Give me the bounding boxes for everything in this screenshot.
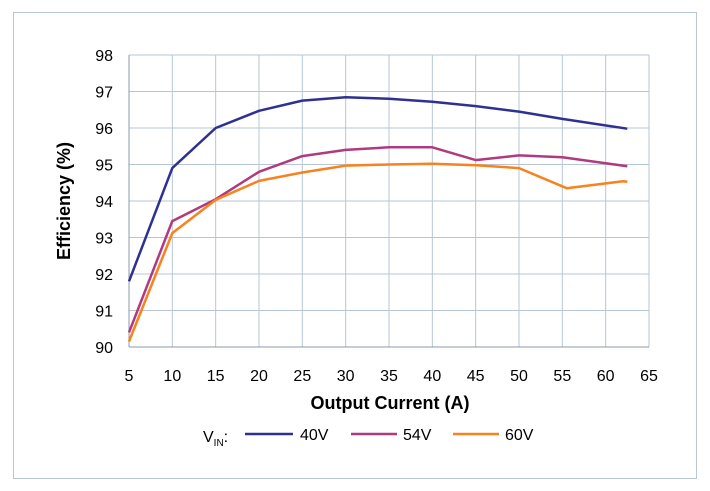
- x-tick-label: 40: [423, 368, 441, 385]
- x-tick-label: 10: [163, 368, 181, 385]
- x-tick-label: 55: [553, 368, 571, 385]
- x-tick-label: 50: [510, 368, 528, 385]
- x-tick-label: 45: [467, 368, 485, 385]
- series-line-40v: [127, 96, 628, 282]
- legend-label-54v: 54V: [403, 427, 432, 444]
- x-tick-label: 5: [125, 368, 134, 385]
- y-tick-label: 93: [95, 231, 113, 248]
- series-line-60v: [127, 162, 628, 342]
- y-tick-label: 95: [95, 158, 113, 175]
- legend-label-60v: 60V: [505, 427, 534, 444]
- x-tick-label: 30: [337, 368, 355, 385]
- y-tick-label: 90: [95, 340, 113, 357]
- x-tick-label: 25: [293, 368, 311, 385]
- y-tick-label: 94: [95, 194, 113, 211]
- chart-frame: [13, 12, 697, 479]
- x-tick-label: 20: [250, 368, 268, 385]
- y-tick-label: 98: [95, 48, 113, 65]
- y-tick-label: 97: [95, 85, 113, 102]
- y-tick-labels: 90 91 92 93 94 95 96 97 98: [95, 48, 113, 357]
- y-tick-label: 92: [95, 267, 113, 284]
- x-tick-label: 60: [597, 368, 615, 385]
- y-axis-title: Efficiency (%): [54, 142, 74, 260]
- y-tick-label: 91: [95, 304, 113, 321]
- x-tick-labels: 5 10 15 20 25 30 35 40 45 50 55 60 65: [125, 368, 658, 385]
- grid: [128, 54, 650, 348]
- legend-label-40v: 40V: [300, 427, 329, 444]
- legend-title: VIN:: [203, 429, 228, 449]
- x-tick-label: 15: [207, 368, 225, 385]
- legend: VIN: 40V 54V 60V: [203, 427, 534, 449]
- series-line-54v: [127, 146, 628, 333]
- series-lines: [127, 96, 628, 342]
- x-tick-label: 35: [380, 368, 398, 385]
- x-tick-label: 65: [640, 368, 658, 385]
- y-tick-label: 96: [95, 121, 113, 138]
- x-axis-title: Output Current (A): [311, 393, 470, 413]
